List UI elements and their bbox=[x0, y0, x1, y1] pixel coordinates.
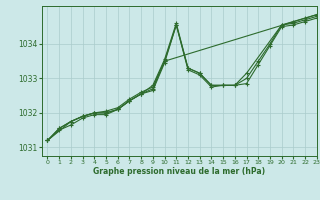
X-axis label: Graphe pression niveau de la mer (hPa): Graphe pression niveau de la mer (hPa) bbox=[93, 167, 265, 176]
